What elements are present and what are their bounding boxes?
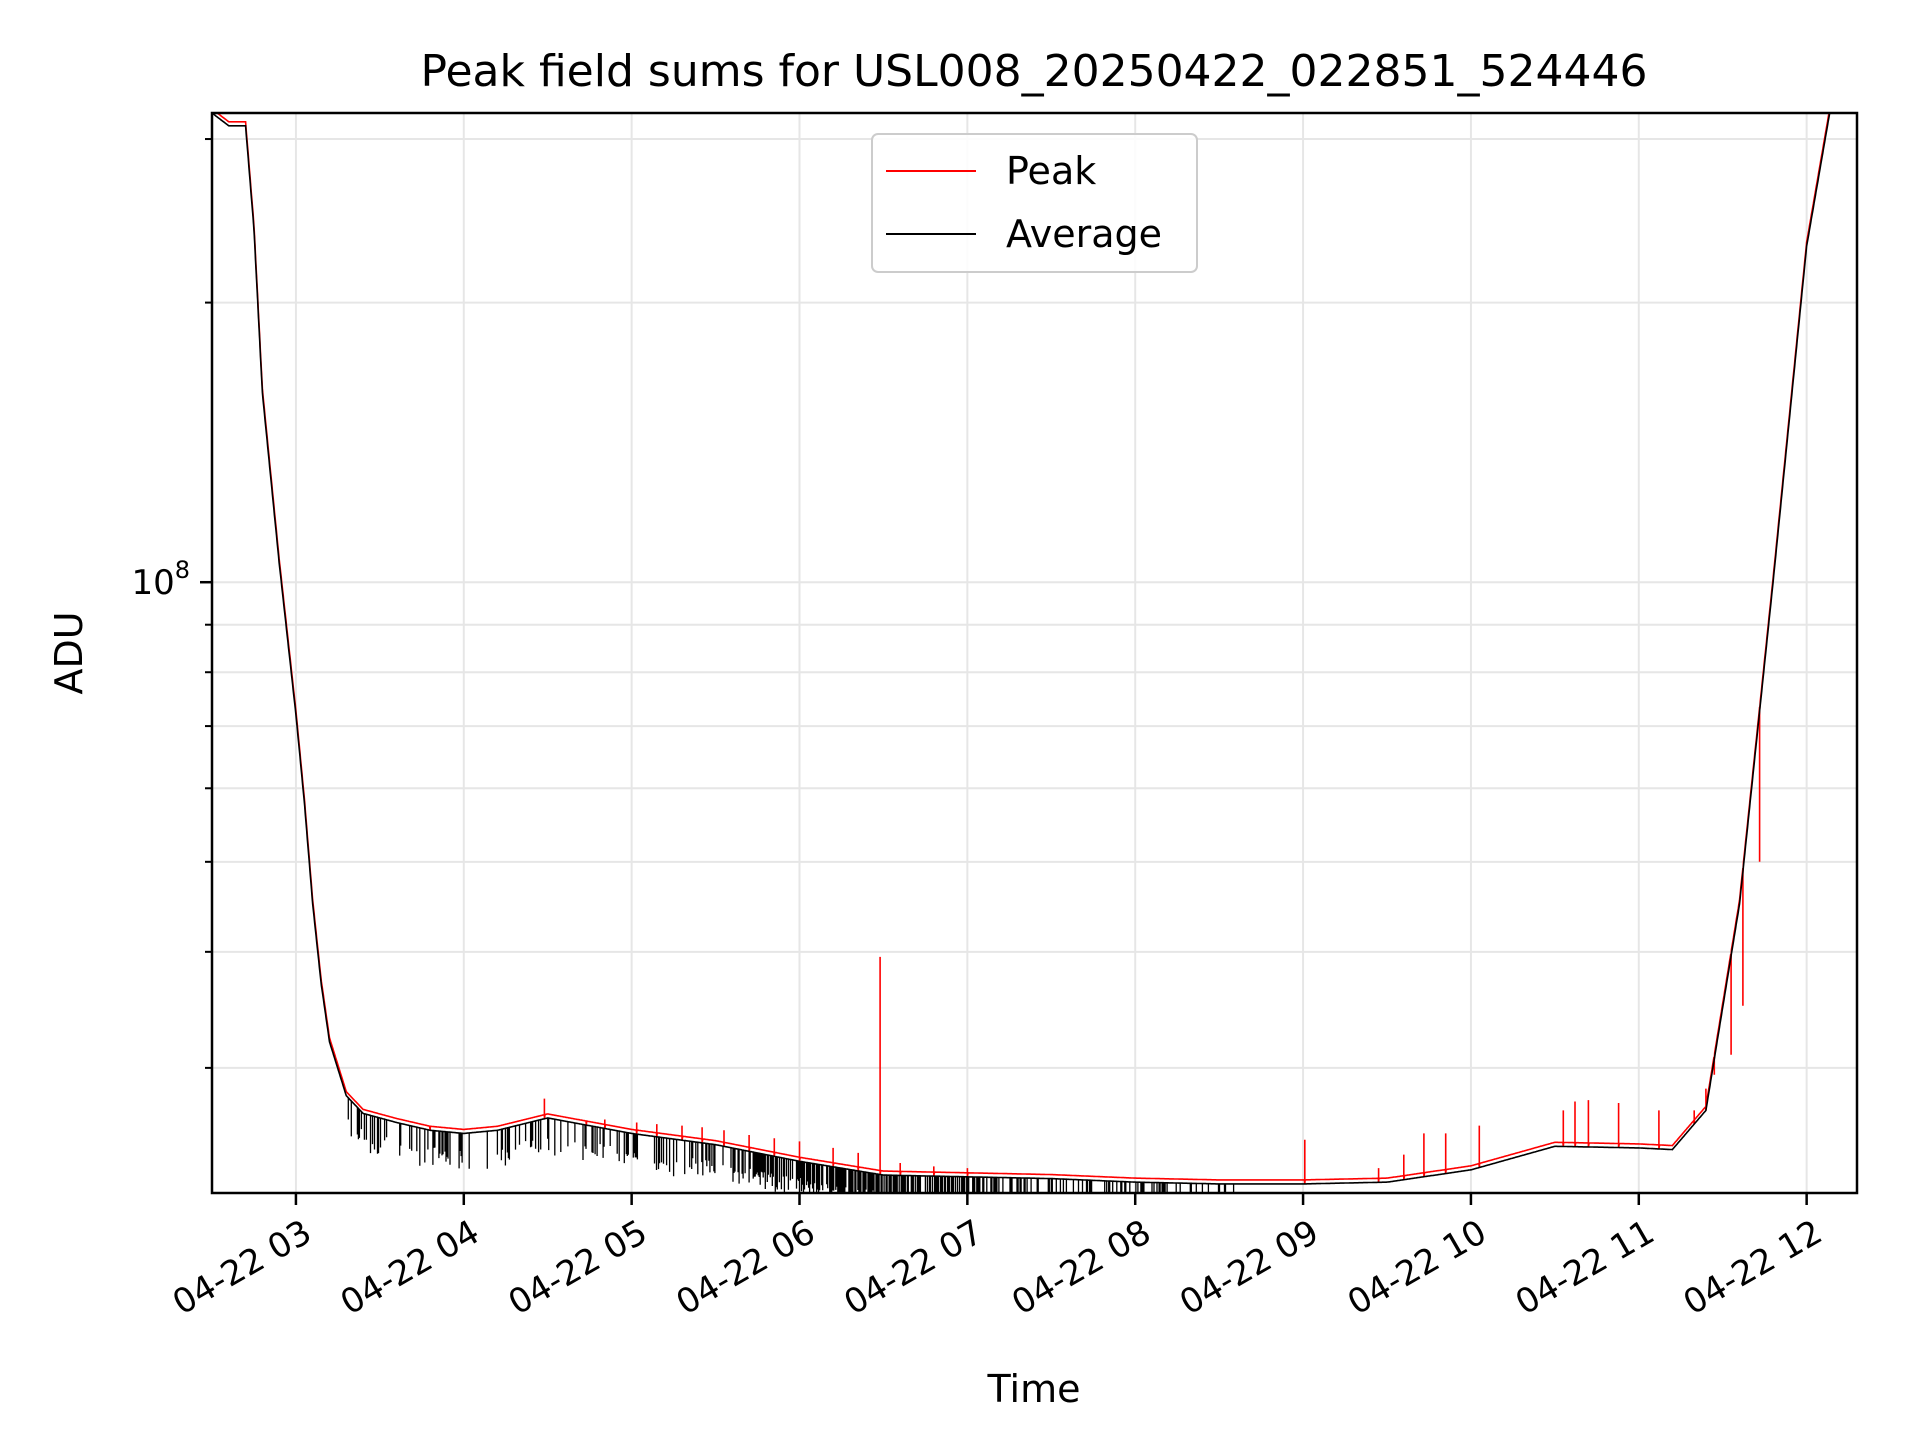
plot-area <box>212 113 1831 1193</box>
legend-box <box>871 133 1198 273</box>
peak-series-line <box>215 113 1830 1184</box>
grid <box>212 113 1857 1193</box>
average-series-noise <box>347 1097 1235 1193</box>
x-axis-label: Time <box>987 1367 1081 1411</box>
chart-title: Peak field sums for USL008_20250422_0228… <box>421 46 1648 97</box>
y-axis-label: ADU <box>47 611 91 694</box>
y-tick-label: 108 <box>131 556 190 603</box>
legend: Peak Average <box>871 133 1198 273</box>
legend-peak-label: Peak <box>1006 149 1096 193</box>
axes-frame <box>210 111 1859 1195</box>
legend-average-label: Average <box>1006 212 1162 256</box>
